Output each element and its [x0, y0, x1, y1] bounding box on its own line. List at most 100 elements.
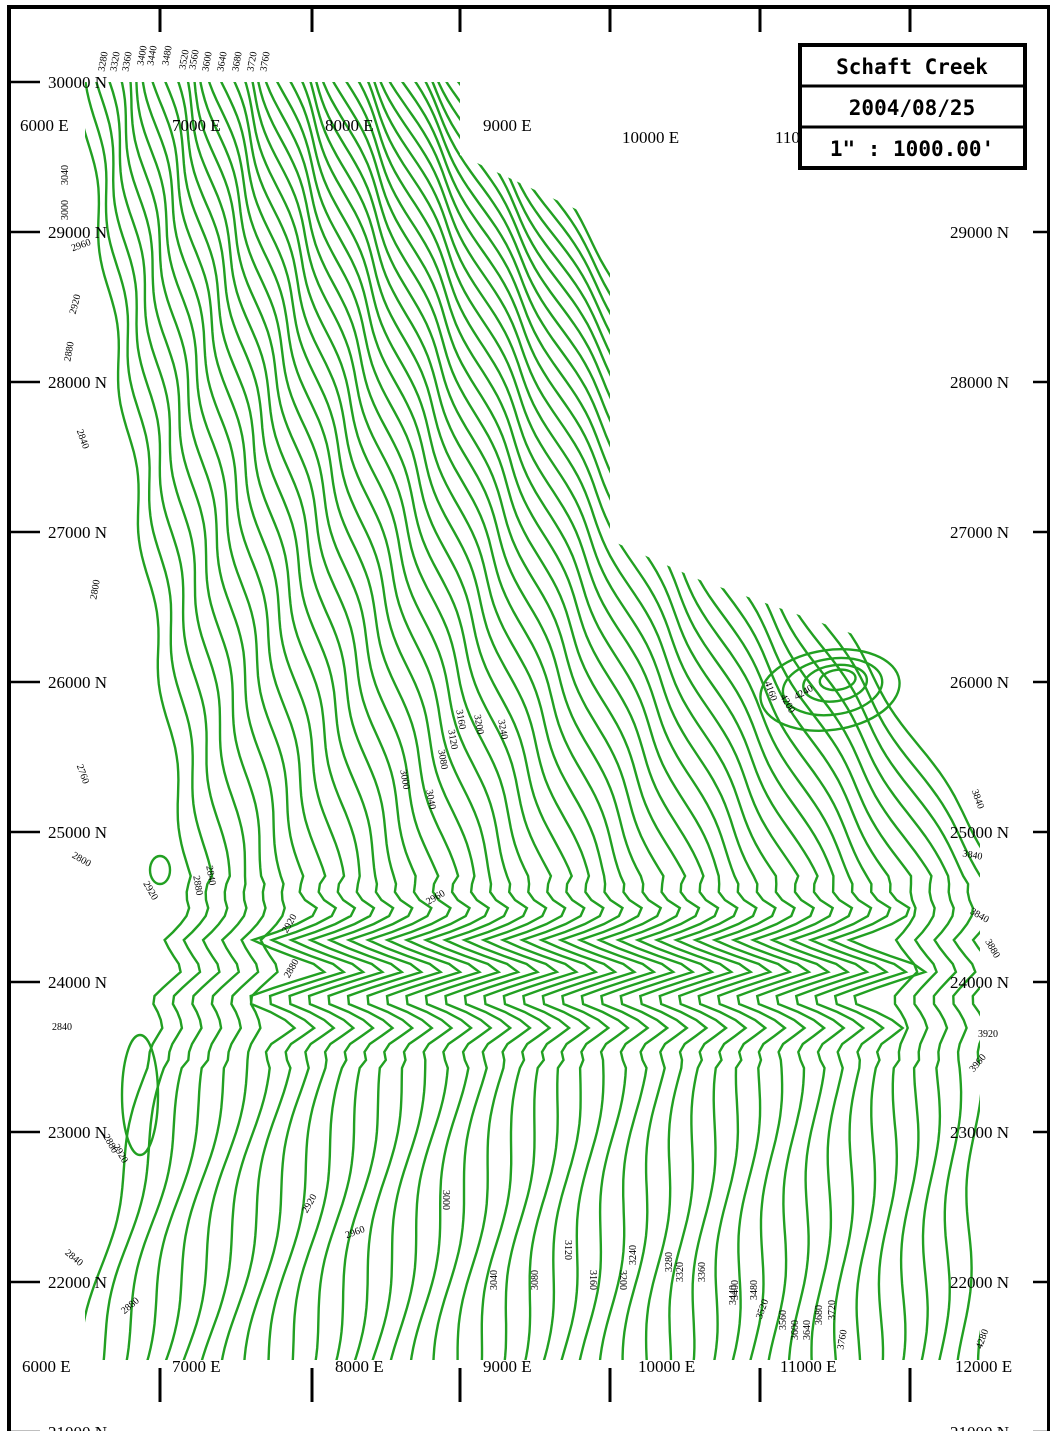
northing-label: 29000 N [48, 223, 107, 242]
northing-label: 28000 N [48, 373, 107, 392]
contour-label: 3440 [728, 1285, 739, 1305]
easting-label: 10000 E [638, 1357, 695, 1376]
contour-label: 3040 [423, 789, 437, 811]
contour-label: 3840 [968, 906, 991, 926]
northing-label: 21000 N [48, 1423, 107, 1431]
contour-label: 2880 [282, 957, 302, 980]
contour-label: 3240 [495, 719, 509, 741]
contour-label: 3200 [471, 714, 485, 736]
contour-label: 3560 [778, 1310, 789, 1330]
contour-label: 2880 [62, 341, 76, 363]
contour-label: 3120 [562, 1240, 573, 1260]
contour-label: 2920 [300, 1192, 320, 1215]
easting-label: 6000 E [22, 1357, 71, 1376]
northing-label: 24000 N [48, 973, 107, 992]
contour-label: 3640 [802, 1320, 813, 1340]
title-box: Schaft Creek 2004/08/25 1" : 1000.00' [800, 45, 1025, 168]
northing-label: 28000 N [950, 373, 1009, 392]
contour-label: 3480 [749, 1280, 760, 1300]
contour-label: 3840 [969, 788, 986, 811]
contour-label: 3000 [60, 200, 71, 220]
map-scale: 1" : 1000.00' [830, 137, 994, 161]
map-name: Schaft Creek [836, 55, 988, 79]
contour-label: 3720 [245, 51, 259, 73]
northing-label: 24000 N [950, 973, 1009, 992]
contour-label: 3080 [435, 749, 449, 771]
contour-label: 3880 [982, 937, 1002, 960]
contour-label: 3760 [258, 51, 272, 73]
northing-label: 22000 N [950, 1273, 1009, 1292]
contour-label: 3680 [230, 51, 244, 73]
northing-label: 25000 N [48, 823, 107, 842]
contour-loop [122, 1035, 158, 1155]
northing-label: 27000 N [950, 523, 1009, 542]
map-date: 2004/08/25 [849, 96, 975, 120]
contour-label: 2840 [203, 865, 217, 887]
contour-label: 3360 [120, 51, 134, 73]
northing-label: 23000 N [48, 1123, 107, 1142]
easting-label: 6000 E [20, 116, 69, 135]
easting-label: 7000 E [172, 1357, 221, 1376]
contour-label: 3440 [145, 45, 159, 67]
northing-label: 23000 N [950, 1123, 1009, 1142]
contour-label: 3200 [617, 1270, 628, 1290]
contour-label: 3240 [628, 1245, 639, 1265]
contour-label: 3120 [445, 729, 459, 751]
contour-label: 3000 [397, 769, 411, 791]
contour-label: 3080 [530, 1270, 541, 1290]
contour-label: 3040 [489, 1270, 500, 1290]
contour-label: 2920 [68, 293, 84, 315]
contour-label: 3920 [978, 1029, 998, 1040]
easting-label: 9000 E [483, 1357, 532, 1376]
contour-label: 3560 [187, 49, 201, 71]
northing-label: 25000 N [950, 823, 1009, 842]
contour-label: 2920 [110, 1142, 130, 1165]
northing-label: 29000 N [950, 223, 1009, 242]
contour-label: 2840 [62, 1247, 84, 1268]
contour-line [115, 60, 265, 1380]
contour-label: 3280 [664, 1252, 675, 1272]
contour-label: 3640 [215, 51, 229, 73]
contour-lines [78, 60, 1014, 1380]
contour-label: 2840 [74, 428, 91, 451]
northing-label: 21000 N [950, 1423, 1009, 1431]
contour-label: 3840 [962, 848, 984, 862]
contour-label: 2800 [88, 579, 102, 601]
contour-line [443, 60, 956, 1380]
contour-label: 3600 [790, 1320, 801, 1340]
easting-label: 10000 E [622, 128, 679, 147]
easting-label: 8000 E [335, 1357, 384, 1376]
contour-label: 3320 [675, 1262, 686, 1282]
contour-label: 3360 [697, 1262, 708, 1282]
contour-label: 2760 [74, 763, 91, 786]
contour-label: 2800 [70, 850, 93, 870]
contour-line [203, 60, 479, 1380]
northing-label: 22000 N [48, 1273, 107, 1292]
easting-label: 7000 E [172, 116, 221, 135]
contour-map: 30000 N 29000 N 28000 N 27000 N 26000 N 25000… [0, 0, 1050, 1431]
contour-loop [150, 856, 170, 884]
northing-label: 26000 N [48, 673, 107, 692]
contour-label: 2880 [190, 875, 204, 897]
contour-label: 3520 [754, 1298, 771, 1321]
easting-label: 9000 E [483, 116, 532, 135]
contour-label: 3760 [835, 1329, 849, 1351]
contour-label: 3600 [200, 51, 214, 73]
contour-label: 4280 [974, 1328, 991, 1351]
northing-label: 30000 N [48, 73, 107, 92]
contour-line [78, 60, 191, 1380]
contour-line [141, 60, 344, 1380]
northing-label: 26000 N [950, 673, 1009, 692]
contour-label: 3000 [440, 1190, 451, 1210]
contour-label: 2960 [344, 1224, 367, 1241]
easting-label: 12000 E [955, 1357, 1012, 1376]
contour-label: 2840 [52, 1022, 72, 1033]
contour-label: 3040 [60, 165, 71, 185]
contour-line [84, 60, 212, 1380]
contour-label: 3960 [967, 1052, 988, 1074]
easting-label: 11000 E [780, 1357, 837, 1376]
northing-label: 27000 N [48, 523, 107, 542]
contour-label: 3680 [814, 1305, 825, 1325]
contour-line [147, 60, 363, 1380]
contour-label: 3720 [827, 1300, 838, 1320]
